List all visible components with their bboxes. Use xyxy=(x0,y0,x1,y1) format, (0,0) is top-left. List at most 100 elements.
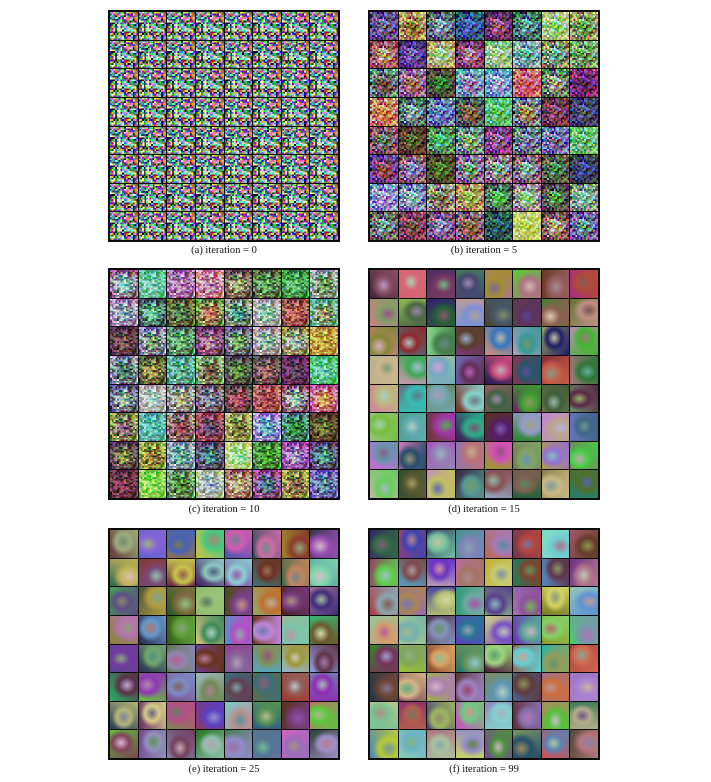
sample-thumbnail xyxy=(167,413,195,441)
sample-thumbnail xyxy=(195,298,224,327)
sample-thumbnail xyxy=(224,673,253,701)
sample-thumbnail xyxy=(484,413,513,441)
sample-thumbnail xyxy=(281,413,310,441)
sample-thumbnail xyxy=(484,126,513,155)
sample-thumbnail xyxy=(253,298,281,327)
sample-thumbnail xyxy=(281,355,310,384)
sample-thumbnail xyxy=(541,701,570,730)
sample-thumbnail xyxy=(541,212,570,240)
sample-thumbnail xyxy=(224,270,253,298)
sample-thumbnail xyxy=(541,155,570,183)
sample-thumbnail xyxy=(370,12,398,40)
image-grid-iteration-5 xyxy=(368,10,600,242)
sample-thumbnail xyxy=(110,97,138,126)
sample-thumbnail xyxy=(110,212,138,240)
sample-thumbnail xyxy=(195,212,224,240)
sample-thumbnail xyxy=(310,615,338,644)
sample-grid xyxy=(110,270,338,498)
sample-thumbnail xyxy=(427,413,455,441)
sample-grid xyxy=(370,12,598,240)
sample-thumbnail xyxy=(310,441,338,470)
sample-thumbnail xyxy=(281,530,310,558)
sample-thumbnail xyxy=(281,270,310,298)
sample-thumbnail xyxy=(570,327,598,355)
image-grid-iteration-15 xyxy=(368,268,600,500)
sample-thumbnail xyxy=(455,413,484,441)
sample-thumbnail xyxy=(138,644,167,673)
sample-thumbnail xyxy=(570,298,598,327)
sample-thumbnail xyxy=(310,212,338,240)
sample-thumbnail xyxy=(427,183,455,212)
sample-thumbnail xyxy=(570,270,598,298)
sample-thumbnail xyxy=(541,40,570,69)
sample-thumbnail xyxy=(224,384,253,413)
sample-thumbnail xyxy=(224,69,253,97)
sample-thumbnail xyxy=(541,12,570,40)
sample-thumbnail xyxy=(167,587,195,615)
sample-thumbnail xyxy=(570,183,598,212)
sample-thumbnail xyxy=(513,558,541,587)
sample-thumbnail xyxy=(370,126,398,155)
sample-thumbnail xyxy=(138,615,167,644)
sample-thumbnail xyxy=(310,587,338,615)
sample-thumbnail xyxy=(398,558,427,587)
sample-thumbnail xyxy=(370,558,398,587)
sample-thumbnail xyxy=(484,97,513,126)
sample-thumbnail xyxy=(427,701,455,730)
sample-thumbnail xyxy=(281,701,310,730)
sample-thumbnail xyxy=(110,298,138,327)
sample-thumbnail xyxy=(398,327,427,355)
sample-thumbnail xyxy=(310,558,338,587)
sample-thumbnail xyxy=(398,441,427,470)
sample-thumbnail xyxy=(253,327,281,355)
sample-thumbnail xyxy=(398,701,427,730)
sample-thumbnail xyxy=(370,587,398,615)
sample-thumbnail xyxy=(484,587,513,615)
sample-thumbnail xyxy=(484,212,513,240)
sample-thumbnail xyxy=(281,327,310,355)
sample-thumbnail xyxy=(195,701,224,730)
sample-thumbnail xyxy=(570,470,598,498)
sample-thumbnail xyxy=(110,644,138,673)
sample-thumbnail xyxy=(195,12,224,40)
sample-thumbnail xyxy=(224,587,253,615)
sample-thumbnail xyxy=(513,212,541,240)
sample-thumbnail xyxy=(138,530,167,558)
sample-thumbnail xyxy=(427,558,455,587)
sample-thumbnail xyxy=(281,155,310,183)
sample-thumbnail xyxy=(167,701,195,730)
sample-thumbnail xyxy=(370,183,398,212)
sample-thumbnail xyxy=(281,730,310,758)
sample-thumbnail xyxy=(138,384,167,413)
sample-thumbnail xyxy=(513,384,541,413)
sample-thumbnail xyxy=(455,530,484,558)
sample-thumbnail xyxy=(281,212,310,240)
sample-thumbnail xyxy=(138,12,167,40)
sample-thumbnail xyxy=(513,69,541,97)
sample-thumbnail xyxy=(370,69,398,97)
sample-thumbnail xyxy=(310,270,338,298)
sample-thumbnail xyxy=(455,212,484,240)
sample-thumbnail xyxy=(224,155,253,183)
sample-thumbnail xyxy=(253,587,281,615)
sample-thumbnail xyxy=(310,298,338,327)
sample-thumbnail xyxy=(513,270,541,298)
sample-thumbnail xyxy=(310,701,338,730)
sample-thumbnail xyxy=(195,355,224,384)
sample-thumbnail xyxy=(253,673,281,701)
sample-thumbnail xyxy=(398,270,427,298)
sample-thumbnail xyxy=(513,701,541,730)
sample-thumbnail xyxy=(455,673,484,701)
sample-thumbnail xyxy=(455,40,484,69)
sample-thumbnail xyxy=(281,470,310,498)
sample-thumbnail xyxy=(195,270,224,298)
sample-thumbnail xyxy=(253,384,281,413)
sample-thumbnail xyxy=(195,587,224,615)
sample-thumbnail xyxy=(281,644,310,673)
sample-thumbnail xyxy=(167,97,195,126)
sample-thumbnail xyxy=(110,470,138,498)
sample-thumbnail xyxy=(167,558,195,587)
sample-thumbnail xyxy=(281,126,310,155)
sample-thumbnail xyxy=(455,470,484,498)
sample-thumbnail xyxy=(253,558,281,587)
